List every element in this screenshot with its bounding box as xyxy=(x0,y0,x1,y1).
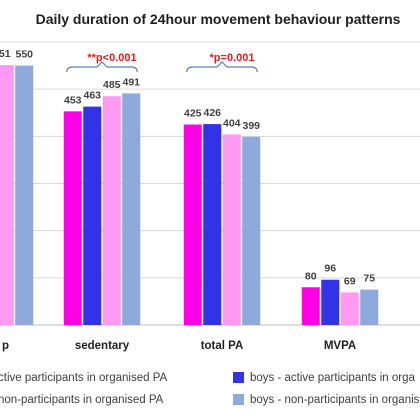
bar xyxy=(203,124,222,325)
data-label: 485 xyxy=(103,79,121,91)
bar xyxy=(242,136,261,325)
data-label: 425 xyxy=(184,108,202,120)
significance-bracket xyxy=(66,61,138,73)
bar xyxy=(83,106,102,325)
bar xyxy=(222,134,241,325)
significance-brackets: **p<0.001 *p=0.001 xyxy=(66,52,258,73)
bar xyxy=(102,96,121,325)
category-label: MVPA xyxy=(324,340,356,352)
legend-swatch xyxy=(233,394,244,405)
data-label: 51 xyxy=(0,48,11,60)
significance-bracket xyxy=(186,61,258,73)
bar xyxy=(122,93,141,325)
data-label: 96 xyxy=(324,263,336,275)
legend: ctive participants in organised PA boys -… xyxy=(0,372,420,406)
legend-label: non-participants in organised PA xyxy=(0,394,164,406)
bar xyxy=(340,292,359,325)
category-labels: p sedentary total PA MVPA xyxy=(2,340,356,352)
category-label: total PA xyxy=(201,340,244,352)
legend-swatch xyxy=(233,372,244,383)
bar xyxy=(15,65,34,325)
bar xyxy=(301,287,320,325)
data-label: 491 xyxy=(122,76,140,88)
bar xyxy=(63,111,82,326)
data-label: 404 xyxy=(223,117,241,129)
bars xyxy=(0,65,379,326)
category-label: p xyxy=(2,340,9,352)
data-label: 80 xyxy=(305,270,317,282)
category-label: sedentary xyxy=(75,340,130,352)
legend-label: boys - non-participants in organis xyxy=(250,394,420,406)
data-label: 463 xyxy=(83,90,101,102)
significance-annotation: **p<0.001 xyxy=(87,52,136,64)
legend-label: boys - active participants in orga xyxy=(250,372,416,384)
bar xyxy=(321,279,340,325)
bar xyxy=(0,65,14,325)
significance-annotation: *p=0.001 xyxy=(210,52,255,64)
data-label: 399 xyxy=(242,120,260,132)
legend-label: ctive participants in organised PA xyxy=(0,372,168,384)
data-label: 69 xyxy=(344,275,356,287)
bar xyxy=(360,289,379,325)
data-label: 453 xyxy=(64,94,82,106)
bar xyxy=(183,124,202,326)
chart-title: Daily duration of 24hour movement behavi… xyxy=(36,11,401,27)
data-label: 75 xyxy=(363,273,375,285)
data-label: 550 xyxy=(15,49,33,61)
data-label: 426 xyxy=(203,107,221,119)
